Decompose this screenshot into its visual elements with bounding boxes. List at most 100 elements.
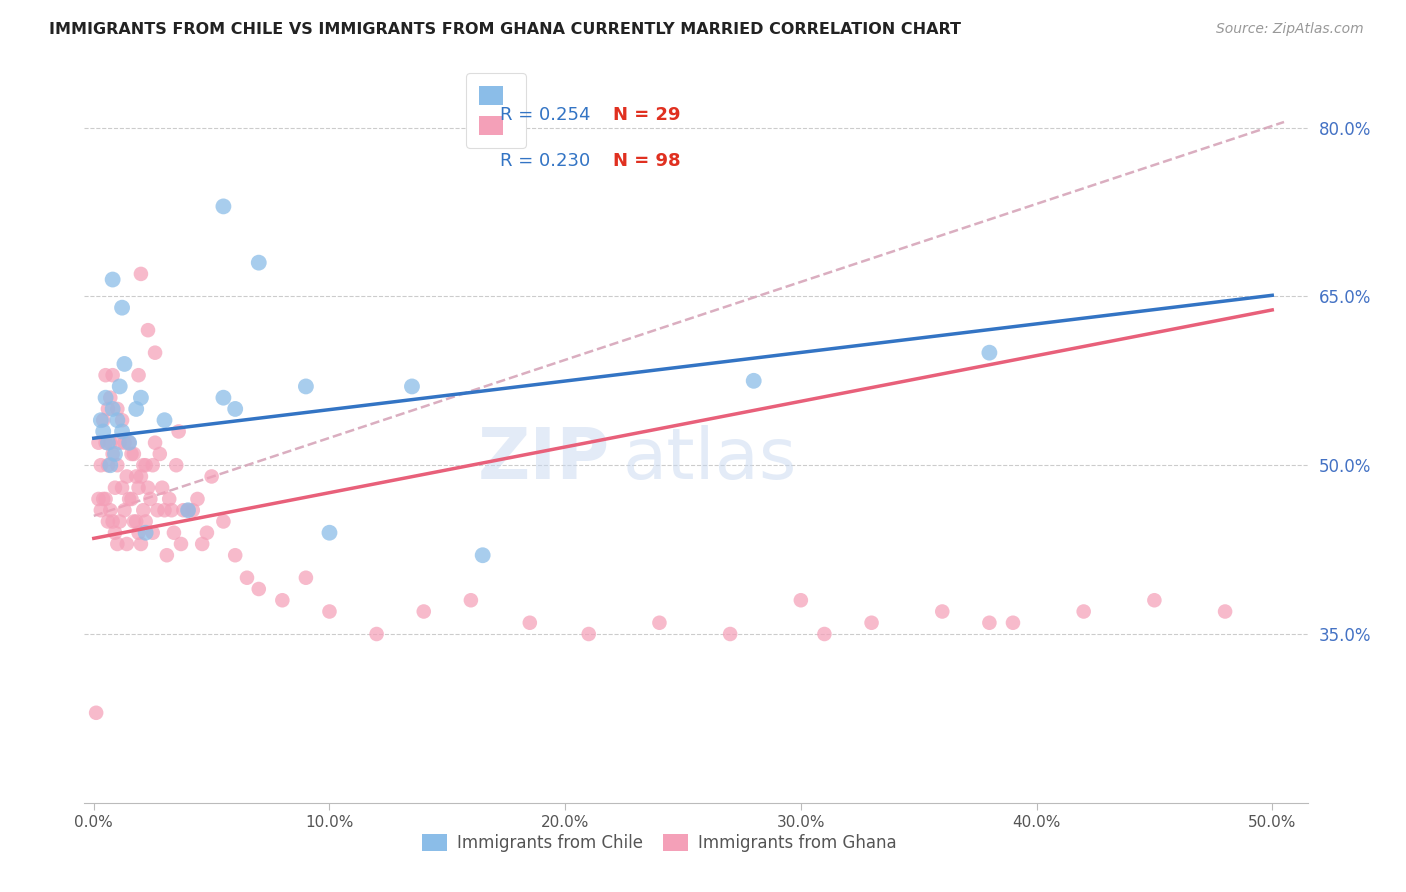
Point: [153, 503, 176, 517]
Point: [143, 345, 166, 359]
Point: [742, 374, 765, 388]
Point: [271, 593, 294, 607]
Point: [224, 548, 246, 562]
Point: [181, 503, 204, 517]
Point: [129, 267, 152, 281]
Point: [136, 481, 159, 495]
Point: [132, 458, 155, 473]
Point: [98, 391, 121, 405]
Point: [813, 627, 835, 641]
Point: [87, 491, 110, 506]
Point: [177, 503, 200, 517]
Point: [150, 481, 173, 495]
Point: [97, 401, 120, 416]
Point: [84, 706, 107, 720]
Text: N = 29: N = 29: [613, 106, 681, 124]
Point: [108, 515, 131, 529]
Point: [91, 491, 114, 506]
Point: [111, 425, 134, 439]
Point: [718, 627, 741, 641]
Point: [94, 391, 117, 405]
Point: [94, 491, 117, 506]
Point: [115, 469, 138, 483]
Point: [121, 447, 143, 461]
Legend: Immigrants from Chile, Immigrants from Ghana: Immigrants from Chile, Immigrants from G…: [413, 825, 905, 860]
Point: [163, 525, 186, 540]
Point: [1001, 615, 1024, 630]
Point: [105, 401, 128, 416]
Point: [139, 491, 162, 506]
Point: [153, 413, 176, 427]
Point: [132, 503, 155, 517]
Point: [97, 515, 120, 529]
Point: [167, 425, 190, 439]
Point: [125, 401, 148, 416]
Point: [177, 503, 200, 517]
Point: [101, 368, 124, 383]
Point: [112, 503, 135, 517]
Point: [105, 413, 128, 427]
Text: R = 0.230: R = 0.230: [501, 152, 591, 169]
Point: [412, 605, 434, 619]
Point: [98, 503, 121, 517]
Point: [1143, 593, 1166, 607]
Point: [578, 627, 600, 641]
Point: [201, 469, 224, 483]
Point: [142, 525, 165, 540]
Point: [401, 379, 423, 393]
Point: [87, 435, 110, 450]
Point: [460, 593, 482, 607]
Text: Source: ZipAtlas.com: Source: ZipAtlas.com: [1216, 22, 1364, 37]
Point: [186, 491, 208, 506]
Point: [101, 515, 124, 529]
Point: [790, 593, 813, 607]
Point: [122, 447, 145, 461]
Point: [104, 447, 127, 461]
Point: [115, 537, 138, 551]
Point: [111, 413, 134, 427]
Point: [104, 481, 127, 495]
Point: [471, 548, 494, 562]
Point: [91, 413, 114, 427]
Point: [118, 491, 141, 506]
Point: [122, 515, 145, 529]
Point: [135, 515, 157, 529]
Point: [112, 435, 135, 450]
Point: [860, 615, 883, 630]
Point: [648, 615, 671, 630]
Point: [318, 525, 340, 540]
Point: [170, 537, 193, 551]
Point: [236, 571, 259, 585]
Point: [191, 537, 214, 551]
Point: [931, 605, 953, 619]
Point: [224, 401, 246, 416]
Point: [125, 469, 148, 483]
Point: [172, 503, 194, 517]
Point: [128, 368, 150, 383]
Text: atlas: atlas: [623, 425, 797, 493]
Point: [318, 605, 340, 619]
Point: [94, 435, 117, 450]
Point: [128, 525, 150, 540]
Point: [111, 301, 134, 315]
Point: [108, 435, 131, 450]
Point: [90, 413, 112, 427]
Text: IMMIGRANTS FROM CHILE VS IMMIGRANTS FROM GHANA CURRENTLY MARRIED CORRELATION CHA: IMMIGRANTS FROM CHILE VS IMMIGRANTS FROM…: [49, 22, 962, 37]
Point: [108, 379, 131, 393]
Point: [247, 582, 270, 596]
Point: [129, 391, 152, 405]
Point: [136, 323, 159, 337]
Point: [157, 491, 180, 506]
Point: [91, 425, 114, 439]
Point: [195, 525, 218, 540]
Point: [129, 537, 152, 551]
Point: [142, 458, 165, 473]
Point: [112, 357, 135, 371]
Point: [111, 481, 134, 495]
Point: [519, 615, 541, 630]
Point: [129, 469, 152, 483]
Point: [104, 525, 127, 540]
Point: [149, 447, 172, 461]
Point: [366, 627, 388, 641]
Point: [101, 447, 124, 461]
